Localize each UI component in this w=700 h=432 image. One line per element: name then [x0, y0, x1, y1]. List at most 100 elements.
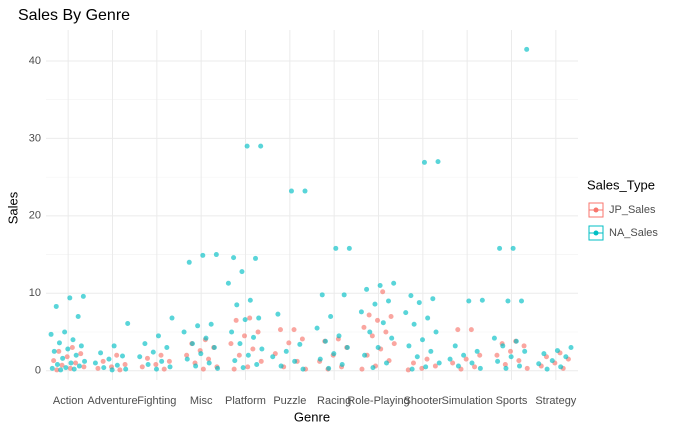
point [508, 354, 514, 360]
point [495, 358, 501, 364]
point [228, 341, 234, 347]
point [76, 363, 82, 369]
point [125, 320, 131, 326]
point [341, 292, 347, 298]
point [472, 364, 478, 370]
point [314, 325, 320, 331]
point [366, 312, 372, 318]
x-tick-label: Racing [317, 395, 351, 407]
point [195, 323, 201, 329]
point [346, 245, 352, 251]
point [370, 365, 376, 371]
point [477, 365, 483, 371]
point [111, 343, 117, 349]
point [117, 367, 123, 373]
point [516, 358, 522, 364]
point [53, 303, 59, 309]
point [247, 315, 253, 321]
y-axis-title: Sales [5, 191, 20, 224]
point [468, 327, 474, 333]
point [62, 329, 68, 335]
point [67, 295, 73, 301]
chart-title: Sales By Genre [18, 7, 130, 24]
point [291, 327, 297, 333]
point [245, 352, 251, 358]
point [389, 335, 395, 341]
point [150, 349, 156, 355]
point [491, 335, 497, 341]
point [423, 364, 429, 370]
point [419, 337, 425, 343]
point [60, 355, 66, 361]
point [206, 356, 212, 362]
point [450, 360, 456, 366]
point [477, 352, 483, 358]
point [51, 358, 57, 364]
point [203, 335, 209, 341]
point [242, 333, 248, 339]
point [517, 363, 523, 369]
point [419, 365, 425, 371]
point [344, 344, 350, 350]
point [424, 356, 430, 362]
x-tick-label: Fighting [137, 395, 176, 407]
point [375, 317, 381, 323]
point [372, 301, 378, 307]
point [64, 354, 70, 360]
point [277, 327, 283, 333]
point [358, 309, 364, 315]
point [278, 363, 284, 369]
point [391, 280, 397, 286]
point [123, 366, 129, 372]
point [208, 321, 214, 327]
point [433, 329, 439, 335]
point [231, 366, 237, 372]
point [56, 348, 62, 354]
point [317, 356, 323, 362]
point [544, 366, 550, 372]
point [114, 352, 120, 358]
point [410, 360, 416, 366]
point [302, 188, 308, 194]
point [359, 366, 365, 372]
point [388, 314, 394, 320]
point [362, 352, 368, 358]
point [522, 348, 528, 354]
point [333, 245, 339, 251]
point [181, 329, 187, 335]
point [380, 320, 386, 326]
point [145, 362, 151, 368]
point [75, 314, 81, 320]
point [568, 344, 574, 350]
point [503, 365, 509, 371]
point [106, 356, 112, 362]
y-tick-label: 10 [29, 287, 41, 299]
point [391, 341, 397, 347]
point [71, 366, 77, 372]
point [70, 337, 76, 343]
legend-title: Sales_Type [587, 177, 655, 192]
x-tick-label: Adventure [87, 395, 137, 407]
point [247, 297, 253, 303]
point [319, 292, 325, 298]
legend-key-point [593, 230, 599, 236]
point [322, 338, 328, 344]
point [144, 355, 150, 361]
point [369, 333, 375, 339]
point [383, 329, 389, 335]
point [254, 362, 260, 368]
point [159, 358, 165, 364]
point [225, 280, 231, 286]
point [428, 348, 434, 354]
point [326, 365, 332, 371]
point [258, 143, 264, 149]
point [100, 358, 106, 364]
point [101, 365, 107, 371]
point [558, 364, 564, 370]
point [510, 245, 516, 251]
point [500, 343, 506, 349]
point [193, 363, 199, 369]
point [508, 348, 514, 354]
point [519, 298, 525, 304]
point [48, 331, 54, 337]
